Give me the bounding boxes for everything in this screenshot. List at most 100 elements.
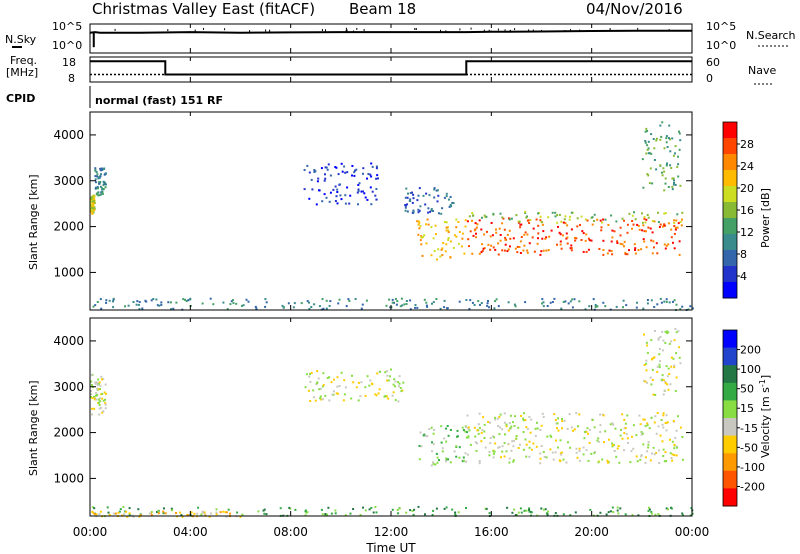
velocity-cell <box>224 511 227 514</box>
power-cell <box>582 232 585 235</box>
power-cell <box>593 220 595 222</box>
velocity-cell <box>483 423 486 426</box>
power-cell <box>656 137 658 140</box>
power-cell <box>366 177 368 180</box>
velocity-cell <box>386 374 389 377</box>
power-cell <box>676 226 679 229</box>
power-cell <box>619 234 622 237</box>
velocity-cell <box>394 385 396 388</box>
velocity-cell <box>435 507 438 510</box>
velocity-cell <box>503 442 506 445</box>
power-cell <box>532 227 535 230</box>
velocity-cell <box>179 511 182 514</box>
velocity-colorbar-segment <box>723 453 737 472</box>
velocity-cell <box>397 400 400 403</box>
power-cell <box>455 218 458 221</box>
power-cell <box>90 205 93 208</box>
velocity-cell <box>505 450 508 453</box>
velocity-cell <box>313 396 316 399</box>
velocity-cell <box>239 515 242 518</box>
velocity-cell <box>524 438 527 441</box>
velocity-cell <box>519 443 521 446</box>
velocity-cell <box>343 393 346 396</box>
velocity-cell <box>359 514 362 516</box>
velocity-cell <box>456 435 459 438</box>
velocity-cell <box>650 339 653 342</box>
power-cell <box>655 168 658 171</box>
velocity-cell <box>541 412 544 415</box>
power-cell <box>641 212 643 215</box>
velocity-cell <box>667 508 669 511</box>
velocity-cell <box>629 461 632 464</box>
power-cell <box>602 218 605 221</box>
velocity-cell <box>654 513 657 516</box>
power-cell <box>602 239 605 242</box>
power-cell <box>584 218 587 221</box>
power-cell <box>662 167 665 170</box>
noise-tick-top: 10^5 <box>52 20 82 33</box>
power-cell <box>346 171 349 174</box>
power-cell <box>423 234 426 237</box>
velocity-colorbar-tick-label: -200 <box>740 480 765 493</box>
power-cell <box>497 242 500 245</box>
power-cell <box>124 305 126 308</box>
velocity-cell <box>652 446 655 449</box>
power-cell <box>676 213 679 216</box>
power-cell <box>679 308 682 311</box>
velocity-cell <box>225 515 228 518</box>
power-cell <box>362 167 365 170</box>
velocity-cell <box>374 393 377 396</box>
velocity-cell <box>512 459 515 462</box>
noise-spike <box>490 30 492 33</box>
power-cell <box>102 188 105 190</box>
velocity-cell <box>599 424 602 427</box>
power-cell <box>104 186 107 189</box>
velocity-cell <box>605 513 608 516</box>
power-cell <box>513 303 516 306</box>
power-cell <box>677 175 680 178</box>
power-cell <box>404 209 407 212</box>
velocity-cell <box>668 373 671 375</box>
power-cell <box>651 252 654 255</box>
power-plot <box>90 121 694 311</box>
velocity-cell <box>657 425 660 428</box>
velocity-cell <box>98 413 101 416</box>
power-cell <box>646 144 649 147</box>
power-cell <box>418 227 421 230</box>
power-cell <box>440 248 443 251</box>
power-cell <box>391 301 394 304</box>
velocity-cell <box>639 458 642 461</box>
power-cell <box>509 245 511 248</box>
power-cell <box>127 304 130 307</box>
power-cell <box>103 173 106 176</box>
velocity-cell <box>627 442 630 444</box>
power-cell <box>96 175 98 178</box>
velocity-cell <box>645 359 648 362</box>
velocity-cell <box>338 384 341 387</box>
velocity-cell <box>650 512 653 515</box>
power-cell <box>91 204 94 207</box>
velocity-colorbar-segment <box>723 435 737 454</box>
power-cell <box>671 188 674 191</box>
velocity-cell <box>673 366 676 369</box>
velocity-panel-frame <box>89 317 693 517</box>
power-cell <box>473 304 476 306</box>
velocity-cell <box>366 375 369 378</box>
velocity-cell <box>681 458 684 461</box>
velocity-cell <box>181 515 184 518</box>
velocity-cell <box>609 510 612 513</box>
velocity-cell <box>674 436 677 439</box>
velocity-cell <box>501 428 504 431</box>
power-cell <box>354 298 357 300</box>
power-cell <box>468 308 471 310</box>
velocity-cell <box>454 511 457 514</box>
power-cell <box>447 238 450 241</box>
velocity-cell <box>569 446 572 449</box>
velocity-cell <box>398 375 401 378</box>
velocity-cell <box>456 429 459 432</box>
power-cell <box>570 244 573 247</box>
power-cell <box>281 304 284 307</box>
velocity-cell <box>520 414 523 417</box>
velocity-cell <box>608 438 610 441</box>
power-cell <box>371 165 374 168</box>
